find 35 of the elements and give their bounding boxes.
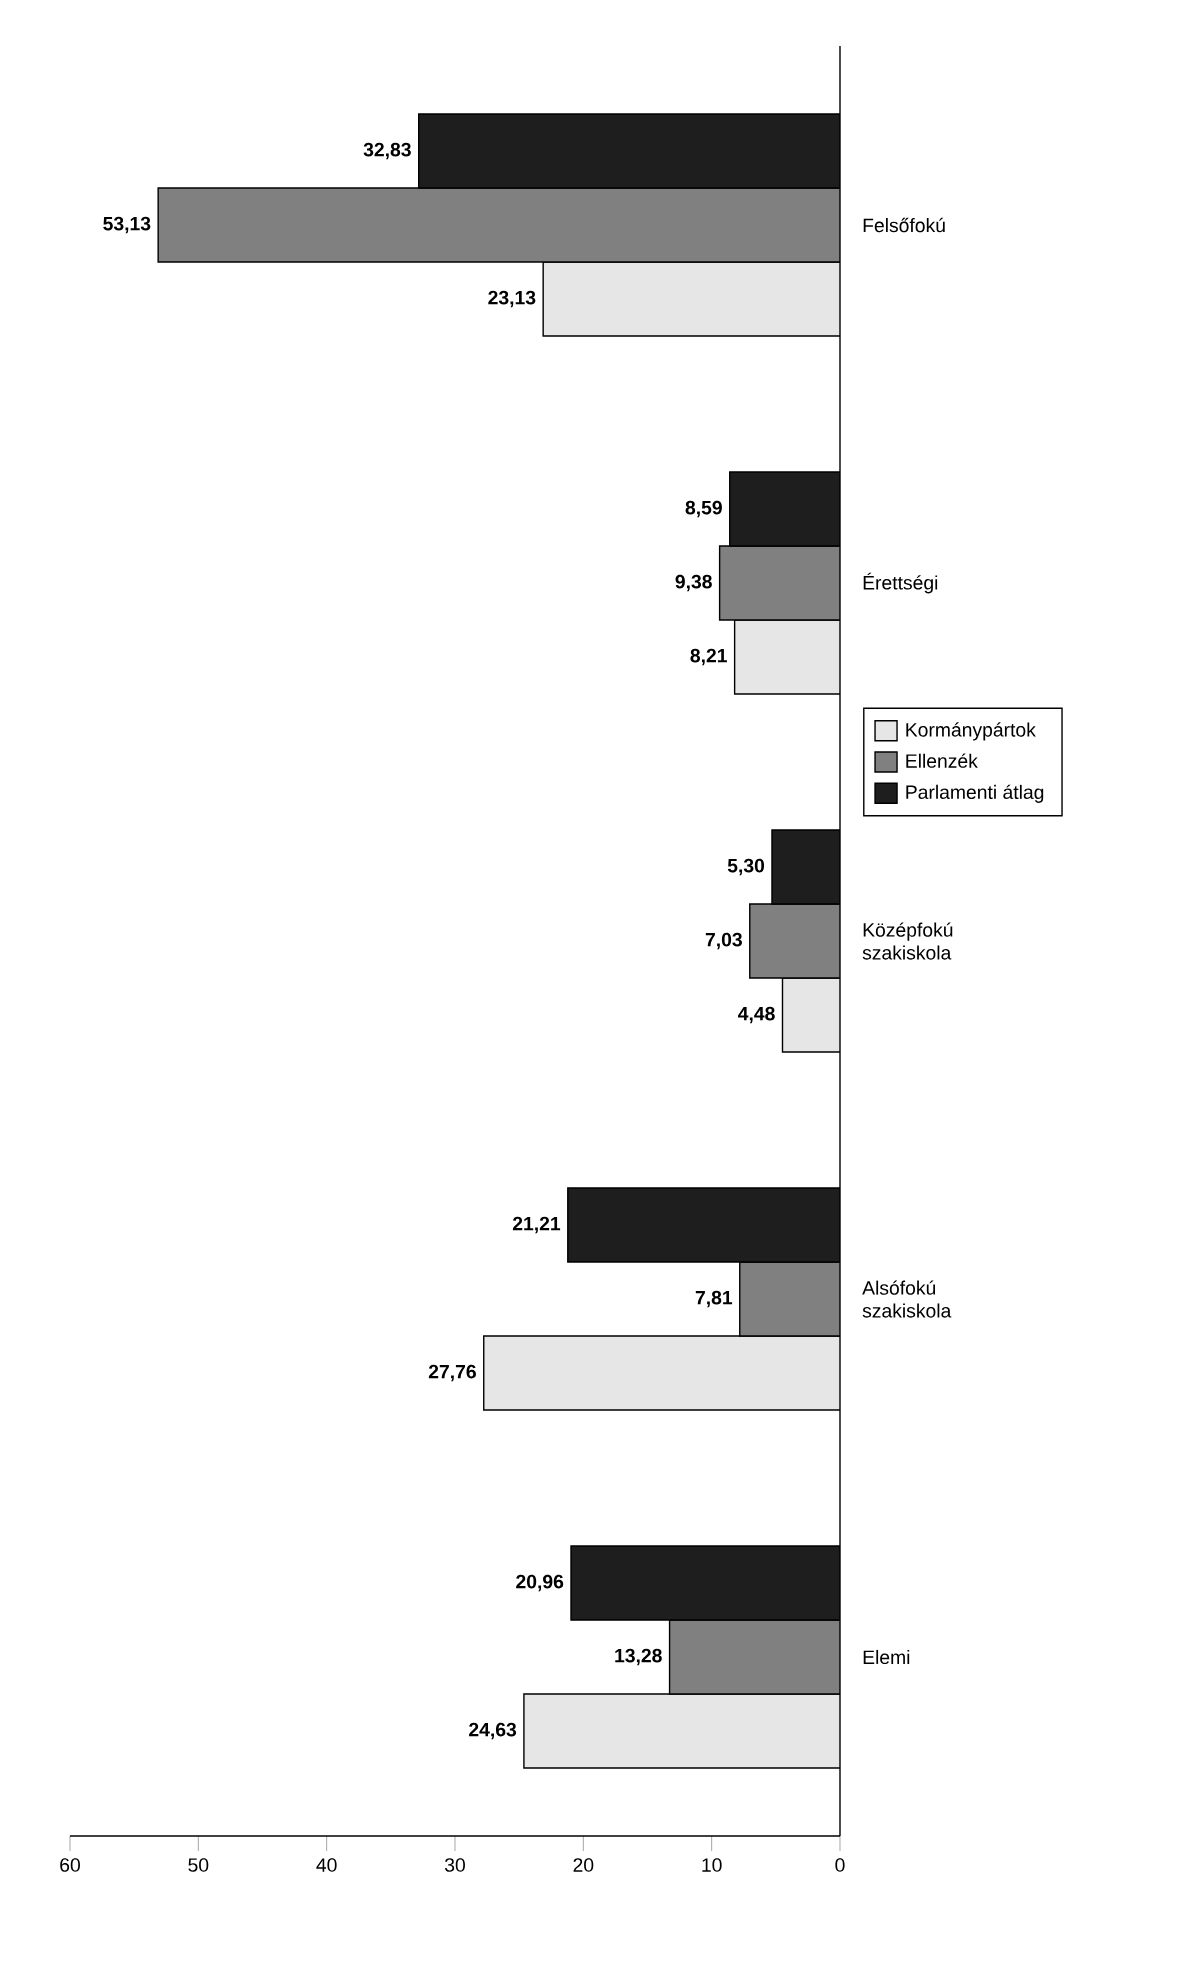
y-tick-label: Érettségi <box>863 572 938 594</box>
x-tick-label: 50 <box>188 1858 209 1872</box>
x-tick-label: 20 <box>573 1858 594 1872</box>
data-label: 7,81 <box>695 1290 733 1308</box>
x-tick-label: 0 <box>835 1858 845 1872</box>
y-tick-label: Középfokú szakiskola <box>862 922 953 960</box>
data-label: 13,28 <box>615 1648 662 1666</box>
data-label: 4,48 <box>738 1006 775 1024</box>
x-tick-label: 60 <box>60 1858 80 1872</box>
data-label: 27,76 <box>428 1364 476 1382</box>
data-label: 32,83 <box>363 142 411 160</box>
bar <box>781 977 840 1053</box>
y-tick-label: Elemi <box>863 1649 910 1665</box>
data-label: 20,96 <box>516 1574 564 1592</box>
x-tick-label: 30 <box>444 1858 465 1872</box>
legend-label: Ellenzék <box>906 753 978 768</box>
x-tick-label: 40 <box>316 1858 337 1872</box>
legend-label: Parlamenti átlag <box>906 784 1044 803</box>
bar <box>733 619 840 695</box>
y-tick-label: Felsőfokú <box>863 217 945 233</box>
bar <box>483 1335 840 1411</box>
data-label: 8,59 <box>685 500 722 518</box>
data-label: 9,38 <box>675 574 712 592</box>
x-tick-label: 10 <box>702 1858 722 1872</box>
data-label: 23,13 <box>488 290 536 308</box>
data-label: 53,13 <box>103 216 151 234</box>
data-label: 21,21 <box>512 1216 561 1234</box>
bar <box>523 1693 840 1769</box>
y-tick-label: Alsófokú szakiskola <box>862 1280 952 1318</box>
legend-label: Kormánypártok <box>906 722 1036 741</box>
data-label: 24,63 <box>469 1722 517 1740</box>
data-label: 7,03 <box>705 932 742 950</box>
data-label: 8,21 <box>690 648 727 666</box>
data-label: 5,30 <box>727 858 765 876</box>
bar <box>542 261 840 337</box>
